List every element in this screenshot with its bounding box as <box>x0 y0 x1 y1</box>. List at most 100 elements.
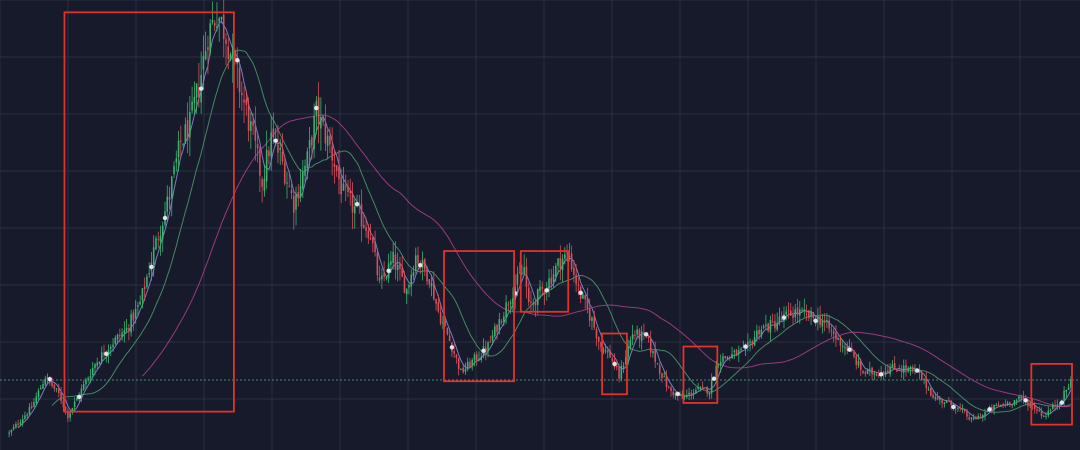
highlight-box <box>63 11 235 413</box>
candle-body <box>1054 404 1056 407</box>
candle <box>920 370 923 381</box>
signal-dot <box>743 344 748 349</box>
signal-dot <box>813 318 818 324</box>
candle <box>272 112 275 144</box>
candle <box>627 339 629 366</box>
candle <box>471 358 474 371</box>
candle <box>981 414 984 422</box>
candle-body <box>180 140 182 142</box>
candle <box>60 386 62 405</box>
candle <box>30 401 33 410</box>
candle-body <box>878 374 880 376</box>
candle <box>724 355 727 360</box>
candle-body <box>161 225 164 240</box>
candle-body <box>794 309 797 318</box>
candle-body <box>566 253 568 255</box>
candle-body <box>805 311 808 313</box>
candle-body <box>207 47 209 51</box>
candle <box>640 326 643 350</box>
signal-dot <box>386 268 391 274</box>
candle <box>1052 402 1054 410</box>
candle <box>342 167 345 191</box>
candle <box>995 403 998 407</box>
candle-body <box>457 358 460 370</box>
signal-dot <box>643 332 649 337</box>
candle <box>717 363 720 369</box>
candle <box>735 348 738 357</box>
candle <box>442 315 444 330</box>
candle <box>376 247 379 281</box>
candle-body <box>762 326 765 328</box>
candle <box>175 150 178 172</box>
candle <box>333 150 336 184</box>
candle-body <box>803 309 806 311</box>
candle <box>437 294 440 314</box>
candle-body <box>927 388 930 390</box>
candle-body <box>622 365 625 368</box>
candle-body <box>681 395 684 399</box>
candle <box>10 429 13 436</box>
candle <box>374 230 376 257</box>
candle <box>1006 400 1009 407</box>
candle <box>227 37 230 70</box>
candle-body <box>109 347 112 349</box>
candle <box>695 387 697 394</box>
candle-body <box>320 116 322 129</box>
candle-body <box>722 356 724 362</box>
candle <box>1018 395 1020 401</box>
candle <box>805 304 808 321</box>
candle-body <box>417 254 419 264</box>
candle-body <box>835 332 837 340</box>
candle <box>541 281 544 295</box>
candle <box>792 306 794 325</box>
candle <box>568 242 571 262</box>
candle-body <box>981 414 984 418</box>
candle-body <box>667 387 670 389</box>
candle-body <box>618 366 620 379</box>
candle <box>864 370 867 377</box>
candle <box>1063 386 1065 406</box>
candle <box>527 282 530 307</box>
candle <box>394 241 397 280</box>
candle-body <box>523 267 525 274</box>
candle-body <box>433 282 435 300</box>
candle-body <box>593 317 596 328</box>
signal-dot <box>104 351 109 357</box>
candle-body <box>412 272 415 277</box>
candle <box>905 359 907 377</box>
candle-body <box>961 408 964 410</box>
candle-body <box>841 346 844 348</box>
highlight-box-layer <box>63 11 1073 426</box>
candle-body <box>227 46 230 60</box>
candle <box>715 360 717 384</box>
candle-body <box>132 312 135 321</box>
candle-body <box>995 405 998 407</box>
candle <box>392 242 394 270</box>
candle-body <box>518 272 521 274</box>
candle <box>893 356 896 370</box>
candle-body <box>1033 405 1036 410</box>
candle <box>134 300 137 324</box>
candle <box>94 363 96 376</box>
candle <box>1000 404 1002 408</box>
candle-body <box>62 401 65 408</box>
candle <box>505 295 507 325</box>
candle <box>909 365 912 376</box>
candle <box>401 255 403 278</box>
candle-body <box>198 87 200 98</box>
candle <box>740 347 742 352</box>
candle-body <box>430 282 433 287</box>
candle <box>710 373 713 399</box>
signal-dot <box>711 376 717 381</box>
signal-dot <box>354 201 360 207</box>
candle <box>299 169 302 203</box>
candle-body <box>640 331 643 342</box>
candle <box>808 309 810 322</box>
candle-body <box>229 53 232 60</box>
candle-body <box>771 321 774 323</box>
candle <box>794 303 797 323</box>
candle-body <box>446 327 449 335</box>
candle <box>658 362 661 380</box>
candle-body <box>498 319 501 331</box>
highlight-box <box>682 345 719 404</box>
